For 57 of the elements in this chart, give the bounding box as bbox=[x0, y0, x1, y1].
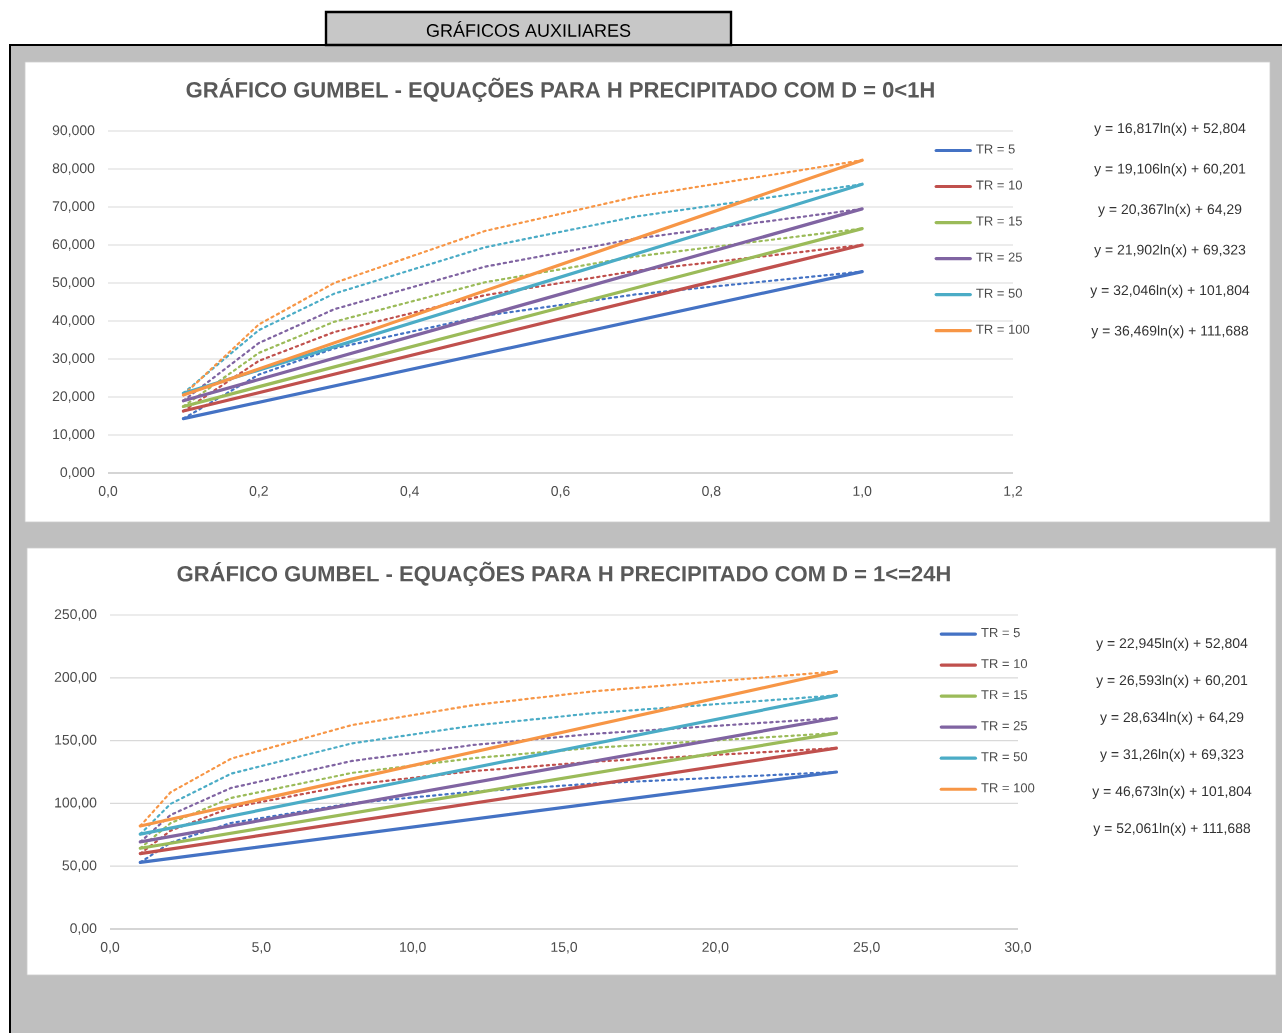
y-tick-label: 250,00 bbox=[54, 609, 97, 621]
legend-label: TR = 25 bbox=[976, 252, 1022, 262]
x-tick-label: 20,0 bbox=[702, 942, 729, 954]
legend-label: TR = 100 bbox=[976, 324, 1030, 334]
text: y = 46,673ln(x) + 101,804 bbox=[1092, 785, 1252, 799]
legend-label: TR = 5 bbox=[976, 144, 1015, 154]
text: y = 21,902ln(x) + 69,323 bbox=[1094, 244, 1246, 258]
y-tick-label: 10,000 bbox=[53, 429, 95, 441]
y-tick-label: 200,00 bbox=[54, 672, 97, 684]
chart-title: GRÁFICO GUMBEL - EQUAÇÕES PARA H PRECIPITADO COM D = 0<1H bbox=[186, 77, 934, 102]
x-tick-label: 30,0 bbox=[1004, 942, 1032, 954]
text: y = 31,26ln(x) + 69,323 bbox=[1100, 748, 1244, 762]
legend-label: TR = 50 bbox=[981, 752, 1028, 762]
x-tick-label: 0,2 bbox=[249, 486, 268, 498]
x-tick-label: 0,8 bbox=[702, 486, 721, 498]
text: y = 16,817ln(x) + 52,804 bbox=[1094, 122, 1246, 136]
y-tick-label: 90,000 bbox=[52, 125, 95, 137]
text: GRÁFICOS AUXILIARES bbox=[426, 21, 631, 37]
y-tick-label: 100,00 bbox=[55, 797, 97, 810]
y-tick-label: 150,00 bbox=[55, 734, 97, 747]
text: y = 19,106ln(x) + 60,201 bbox=[1094, 163, 1246, 177]
legend-label: TR = 10 bbox=[981, 659, 1028, 669]
legend-label: TR = 100 bbox=[981, 783, 1035, 793]
legend-label: TR = 10 bbox=[976, 180, 1022, 190]
chart-title: GRÁFICO GUMBEL - EQUAÇÕES PARA H PRECIPITADO COM D = 1<=24H bbox=[177, 561, 950, 586]
text: y = 22,945ln(x) + 52,804 bbox=[1096, 637, 1248, 651]
y-tick-label: 50,000 bbox=[52, 277, 95, 289]
text: y = 26,593ln(x) + 60,201 bbox=[1096, 674, 1248, 688]
x-tick-label: 0,4 bbox=[400, 486, 419, 498]
x-tick-label: 5,0 bbox=[252, 942, 271, 954]
y-tick-label: 50,00 bbox=[62, 860, 97, 872]
text: y = 52,061ln(x) + 111,688 bbox=[1093, 822, 1251, 836]
y-tick-label: 70,000 bbox=[52, 201, 95, 213]
x-tick-label: 10,0 bbox=[400, 942, 426, 954]
text: y = 28,634ln(x) + 64,29 bbox=[1100, 711, 1244, 725]
legend-label: TR = 15 bbox=[981, 690, 1028, 700]
x-tick-label: 0,0 bbox=[100, 942, 120, 954]
x-tick-label: 0,0 bbox=[98, 486, 118, 498]
text: y = 32,046ln(x) + 101,804 bbox=[1090, 284, 1250, 298]
y-tick-label: 0,00 bbox=[70, 923, 97, 935]
legend-label: TR = 15 bbox=[976, 216, 1022, 226]
y-tick-label: 20,000 bbox=[52, 391, 95, 403]
y-tick-label: 60,000 bbox=[52, 239, 95, 251]
x-tick-label: 15,0 bbox=[551, 942, 578, 954]
y-tick-label: 30,000 bbox=[52, 353, 95, 365]
text: y = 20,367ln(x) + 64,29 bbox=[1098, 203, 1242, 217]
x-tick-label: 1,0 bbox=[853, 486, 872, 498]
x-tick-label: 25,0 bbox=[853, 942, 880, 954]
y-tick-label: 40,000 bbox=[52, 315, 95, 327]
legend-label: TR = 50 bbox=[976, 288, 1022, 298]
x-tick-label: 1,2 bbox=[1004, 486, 1023, 498]
legend-label: TR = 5 bbox=[981, 628, 1020, 638]
y-tick-label: 0,000 bbox=[60, 467, 95, 479]
y-tick-label: 80,000 bbox=[52, 163, 95, 175]
text: y = 36,469ln(x) + 111,688 bbox=[1091, 325, 1249, 339]
legend-label: TR = 25 bbox=[981, 721, 1028, 731]
x-tick-label: 0,6 bbox=[551, 486, 570, 498]
